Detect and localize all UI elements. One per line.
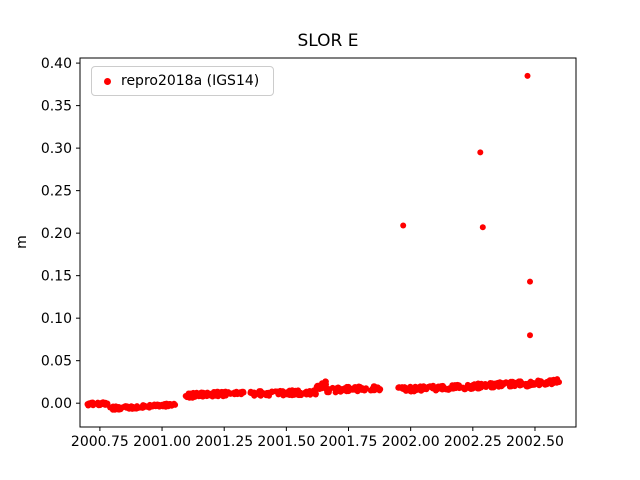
data-point [233, 388, 240, 395]
data-point [440, 383, 447, 390]
data-point [500, 381, 507, 388]
data-point [274, 388, 280, 395]
chart-title: SLOR E [297, 31, 359, 51]
y-tick-label: 0.20 [41, 226, 72, 242]
outlier-point [479, 224, 486, 231]
data-point [530, 380, 537, 386]
data-point [107, 404, 114, 411]
data-point [450, 382, 457, 389]
data-point [495, 382, 502, 389]
data-point [427, 383, 434, 390]
data-point [462, 386, 469, 393]
data-point [220, 393, 227, 400]
data-point [513, 380, 519, 387]
data-point [288, 387, 295, 394]
data-point [406, 386, 412, 393]
legend-label: repro2018a (IGS14) [121, 73, 260, 89]
data-point [369, 385, 376, 392]
data-point [152, 402, 159, 409]
data-point [112, 403, 119, 410]
data-point [490, 384, 497, 391]
data-point [135, 405, 141, 411]
data-point [193, 390, 200, 397]
outlier-point [524, 72, 531, 79]
data-point [307, 391, 314, 398]
data-point [240, 389, 247, 396]
data-point [487, 380, 494, 386]
x-tick-label: 2001.00 [133, 434, 191, 450]
data-point [141, 402, 148, 409]
x-tick-label: 2002.25 [444, 434, 502, 450]
axes-spine [79, 57, 577, 428]
x-tick-label: 2001.50 [257, 434, 315, 450]
y-axis-label: m [14, 235, 30, 249]
legend-marker-dot [104, 77, 111, 85]
data-point [537, 378, 544, 385]
data-point [349, 386, 356, 393]
x-tick-label: 2002.00 [382, 434, 440, 450]
legend: repro2018a (IGS14) [91, 66, 275, 96]
data-point [183, 393, 190, 400]
data-point [122, 403, 129, 410]
outlier-point [527, 332, 533, 339]
outlier-point [400, 222, 407, 229]
data-point [256, 391, 263, 398]
data-point [90, 401, 97, 408]
data-point [410, 385, 417, 392]
data-point [251, 389, 258, 396]
data-point [434, 384, 441, 391]
data-point [471, 384, 478, 391]
outlier-point [477, 149, 484, 156]
data-point [171, 400, 177, 407]
data-point [357, 383, 363, 390]
y-tick-label: 0.25 [41, 184, 72, 200]
data-point [323, 381, 329, 388]
data-point [523, 383, 530, 390]
x-tick-label: 2000.75 [71, 434, 129, 450]
x-tick-label: 2001.75 [320, 434, 378, 450]
y-tick-label: 0.40 [41, 56, 72, 72]
data-point [289, 392, 296, 399]
y-tick-label: 0.35 [41, 99, 72, 115]
x-tick-label: 2001.25 [195, 434, 253, 450]
data-point [164, 401, 171, 408]
x-tick-label: 2002.50 [506, 434, 564, 450]
outlier-point [527, 278, 533, 285]
data-point [203, 393, 210, 400]
data-point [86, 400, 92, 407]
data-point [314, 385, 321, 392]
data-point [455, 384, 462, 391]
data-point [420, 383, 427, 390]
data-point [362, 385, 369, 392]
data-point [478, 382, 485, 389]
data-point [554, 379, 561, 386]
data-point [98, 399, 105, 406]
data-point [214, 390, 221, 397]
data-point [542, 380, 549, 387]
y-tick-label: 0.05 [41, 354, 72, 370]
y-tick-label: 0.30 [41, 141, 72, 157]
data-point [507, 379, 514, 386]
data-point [546, 377, 553, 384]
data-point [298, 392, 305, 399]
y-tick-label: 0.10 [41, 311, 72, 327]
data-point [326, 387, 332, 394]
data-point [264, 389, 271, 396]
y-tick-label: 0.15 [41, 269, 72, 285]
data-point [335, 384, 342, 391]
data-point [227, 390, 234, 397]
y-tick-label: 0.00 [41, 396, 72, 412]
